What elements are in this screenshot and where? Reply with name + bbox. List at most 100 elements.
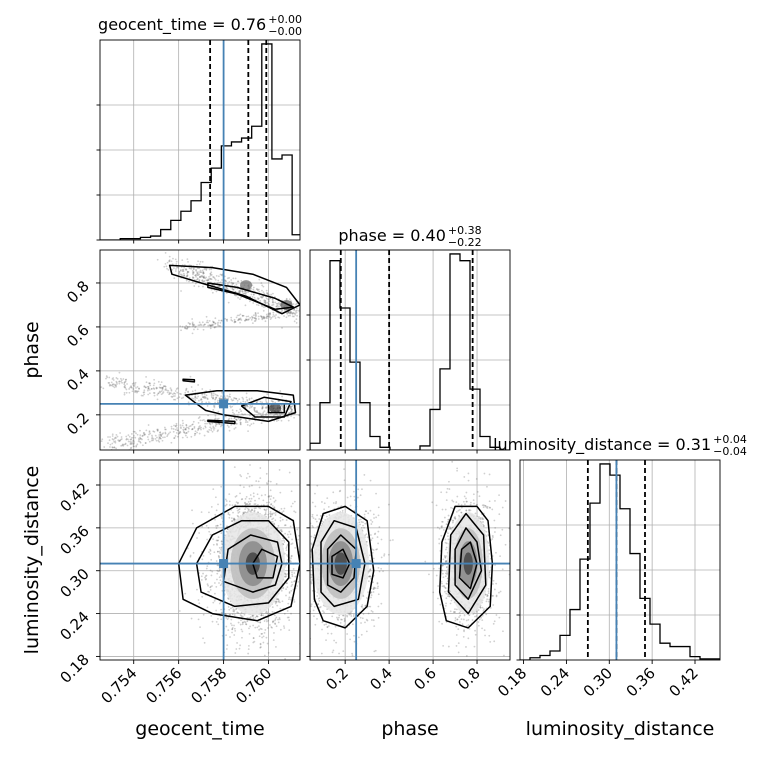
scatter-point [280,404,283,407]
scatter-point [220,611,223,614]
scatter-point [245,396,248,399]
scatter-point [228,395,231,398]
scatter-point [249,424,251,427]
scatter-point [139,437,142,440]
scatter-point [373,650,376,653]
scatter-point [175,263,178,265]
panel-frame-hist-phase [309,249,511,451]
scatter-point [260,614,263,617]
scatter-point [239,484,242,487]
scatter-point [154,438,157,440]
scatter-point [277,400,280,403]
scatter-point [191,397,193,400]
scatter-point [259,299,262,302]
scatter-point [250,509,253,512]
scatter-point [244,508,247,510]
scatter-point [152,392,155,394]
scatter-point [291,405,294,407]
scatter-point [113,446,116,449]
scatter-point [114,436,117,439]
scatter-point [122,444,125,447]
scatter-point [252,416,254,419]
scatter-point [196,272,199,275]
scatter-point [289,577,292,579]
scatter-point [124,384,126,387]
scatter-point [212,601,215,604]
scatter-point [258,635,261,638]
scatter-point [290,505,293,508]
scatter-point [182,270,185,273]
scatter-point [209,589,212,591]
scatter-point [211,323,214,326]
scatter-point [198,532,201,534]
scatter-point [249,625,251,628]
scatter-point [103,446,106,448]
scatter-point [151,437,153,440]
scatter-point [266,293,269,295]
scatter-point [212,392,215,395]
scatter-point [295,318,298,321]
scatter-point [204,268,207,270]
scatter-point [198,267,201,270]
scatter-point [175,431,178,434]
scatter-point [287,314,290,317]
scatter-point [125,438,128,441]
scatter-point [197,395,200,398]
scatter-point [230,618,233,621]
scatter-point [271,520,274,523]
scatter-point [264,300,267,302]
scatter-point [213,429,215,431]
scatter-point [139,440,141,443]
scatter-point [160,435,162,437]
scatter-point [214,398,216,401]
scatter-point [201,393,204,396]
scatter-point [263,316,266,319]
scatter-point [178,270,181,273]
scatter-point [301,409,303,411]
scatter-point [275,601,277,604]
scatter-point [264,513,267,516]
scatter-point [209,272,212,275]
panel-hist-geocent_time [100,40,300,240]
scatter-point [291,538,293,541]
scatter-point [154,434,157,437]
scatter-point [271,301,274,304]
scatter-point [184,432,187,435]
scatter-point [271,518,273,521]
scatter-point [200,275,203,278]
scatter-point [245,318,248,321]
scatter-point [241,636,243,639]
scatter-point [245,291,247,294]
scatter-point [266,315,269,318]
scatter-point [236,642,238,644]
scatter-point [286,616,289,619]
scatter-point [243,620,246,623]
scatter-point [265,610,268,613]
scatter-point [209,423,212,426]
scatter-point [181,325,184,328]
scatter-point [152,430,155,433]
scatter-point [207,324,210,327]
scatter-point [343,617,346,620]
scatter-point [227,426,230,428]
scatter-point [108,383,111,386]
scatter-point [267,312,270,315]
scatter-point [184,268,187,271]
scatter-point [111,378,114,380]
scatter-point [236,502,239,505]
scatter-point [197,260,199,263]
scatter-point [369,560,372,563]
scatter-point [179,269,182,271]
scatter-point [248,398,251,401]
scatter-point [290,311,293,314]
scatter-point [307,602,309,604]
scatter-point [113,386,116,389]
scatter-point [177,433,180,435]
scatter-point [250,397,253,400]
scatter-point [216,394,219,397]
scatter-point [267,627,269,629]
panel-frame-hist-luminosity_distance [519,459,721,661]
scatter-point [182,422,184,425]
scatter-point [209,277,212,280]
scatter-point [202,270,205,273]
